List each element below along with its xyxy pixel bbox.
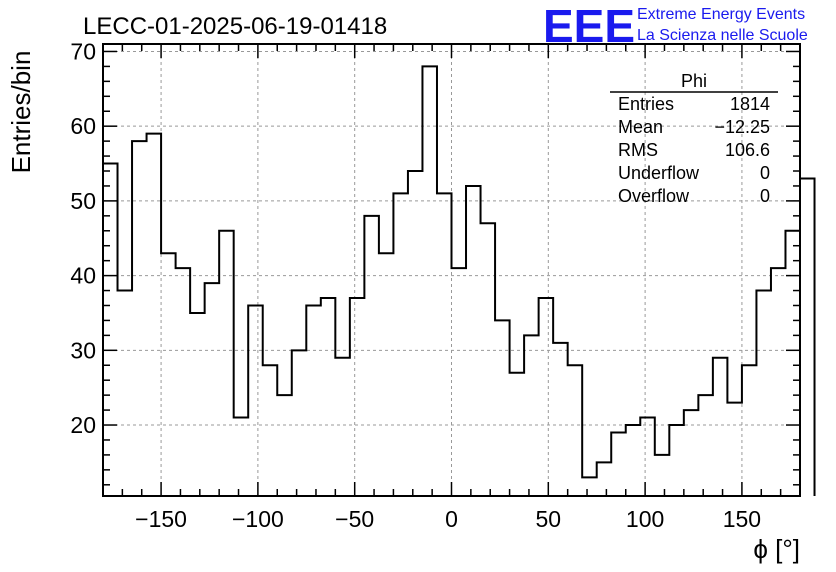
x-tick-label: 50 <box>536 506 562 532</box>
y-tick-label: 60 <box>70 113 96 139</box>
x-tick-label: 0 <box>445 506 458 532</box>
histogram-bin <box>655 455 670 496</box>
histogram-bin <box>626 425 641 496</box>
histogram-bin <box>263 365 278 496</box>
stats-row-value: 0 <box>760 163 770 183</box>
histogram-bin <box>742 365 757 496</box>
x-tick-label: 100 <box>626 506 664 532</box>
stats-row-value: 106.6 <box>725 140 770 160</box>
histogram-series <box>102 65 816 496</box>
stats-row-value: 1814 <box>730 94 770 114</box>
histogram-bin <box>103 164 118 496</box>
histogram-bin <box>698 395 713 496</box>
histogram-bin <box>422 66 437 496</box>
histogram-bin <box>132 141 147 496</box>
histogram-bin <box>350 298 365 496</box>
histogram-bin <box>582 477 597 496</box>
histogram-bin <box>147 134 162 496</box>
x-tick-label: −50 <box>335 506 374 532</box>
histogram-bin <box>306 305 321 496</box>
x-tick-label: −150 <box>135 506 187 532</box>
histogram-bin <box>248 305 263 496</box>
histogram-bin <box>640 418 655 496</box>
histogram-bin <box>379 253 394 496</box>
y-axis-ticks: 20 30 40 50 60 70 <box>70 38 800 486</box>
y-tick-label: 30 <box>70 337 96 363</box>
stats-box: Phi Entries 1814 Mean −12.25 RMS 106.6 Underfl… <box>610 71 778 206</box>
logo-line-2: La Scienza nelle Scuole <box>637 27 808 44</box>
histogram-bin <box>452 268 467 496</box>
histogram-bin <box>669 425 684 496</box>
histogram-bin <box>393 193 408 496</box>
x-axis-ticks: −150 −100 −50 0 50 100 150 <box>102 44 801 532</box>
histogram-bin <box>234 418 249 496</box>
y-axis-label: Entries/bin <box>6 51 36 174</box>
y-tick-label: 40 <box>70 263 96 289</box>
y-tick-label: 70 <box>70 38 96 64</box>
stats-row-label: Underflow <box>618 163 700 183</box>
stats-row-label: Overflow <box>618 186 690 206</box>
histogram-bin <box>277 395 292 496</box>
histogram-bin <box>481 223 496 496</box>
histogram-bin <box>118 291 133 496</box>
stats-row-value: 0 <box>760 186 770 206</box>
histogram-bin <box>568 365 583 496</box>
eee-logo: EEE Extreme Energy Events La Scienza nel… <box>543 0 808 52</box>
stats-box-title: Phi <box>681 71 707 91</box>
stats-row-label: RMS <box>618 140 658 160</box>
x-tick-label: −100 <box>232 506 284 532</box>
histogram-bin <box>524 335 539 496</box>
stats-row-value: −12.25 <box>714 117 770 137</box>
histogram-bin <box>161 253 176 496</box>
histogram-bin <box>364 216 379 496</box>
histogram-bin <box>408 171 423 496</box>
histogram-line <box>102 65 816 496</box>
histogram-bin <box>176 268 191 496</box>
chart-title: LECC-01-2025-06-19-01418 <box>83 13 387 40</box>
x-tick-label: 150 <box>723 506 761 532</box>
histogram-bin <box>771 268 786 496</box>
stats-row-label: Entries <box>618 94 674 114</box>
y-tick-label: 50 <box>70 188 96 214</box>
histogram-bin <box>539 298 554 496</box>
histogram-bin <box>800 178 815 496</box>
histogram-bin <box>466 186 481 496</box>
y-tick-label: 20 <box>70 412 96 438</box>
histogram-bin <box>292 350 307 496</box>
histogram-bin <box>611 432 626 496</box>
logo-line-1: Extreme Energy Events <box>637 6 805 23</box>
histogram-bin <box>205 283 220 496</box>
histogram-bin <box>321 298 336 496</box>
histogram-bin <box>756 291 771 496</box>
histogram-bin <box>597 462 612 496</box>
histogram-bin <box>727 403 742 496</box>
histogram-bin <box>335 358 350 496</box>
histogram-bin <box>553 343 568 496</box>
histogram-bin <box>495 320 510 496</box>
histogram-bin <box>437 193 452 496</box>
histogram-bin <box>713 358 728 496</box>
histogram-bin <box>190 313 205 496</box>
histogram-bin <box>219 231 234 496</box>
stats-row-label: Mean <box>618 117 663 137</box>
histogram-bin <box>684 410 699 496</box>
histogram-bin <box>510 373 525 496</box>
x-axis-label: ϕ [°] <box>753 534 800 564</box>
histogram-bin <box>785 231 800 496</box>
